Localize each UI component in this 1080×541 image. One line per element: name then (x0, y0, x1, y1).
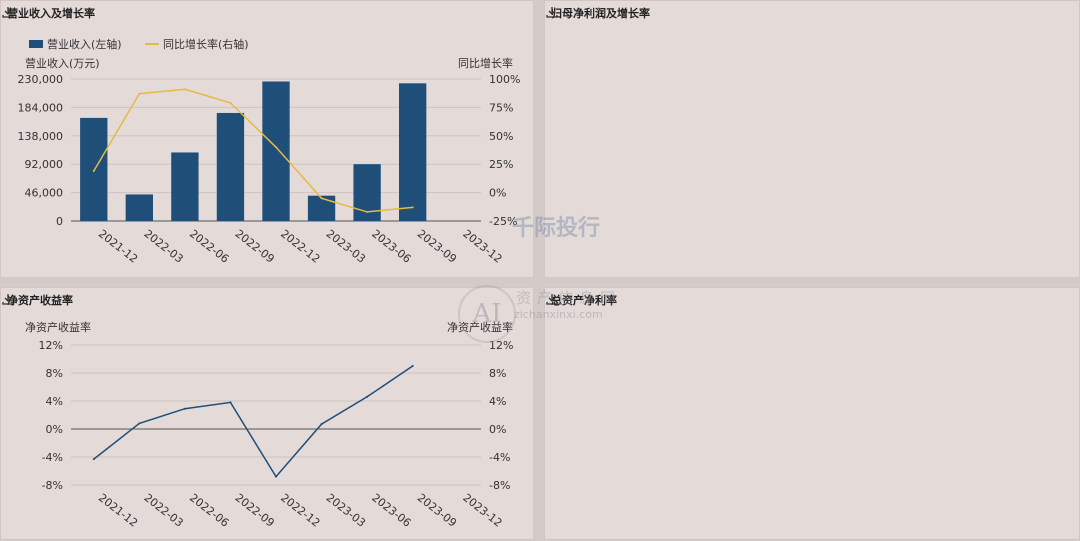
legend-swatch (29, 40, 43, 48)
bar (216, 112, 245, 221)
y-axis-label-left: 营业收入(万元) (25, 56, 100, 70)
line-point (92, 170, 95, 173)
panel-title: 归母净利润及增长率 (551, 7, 650, 20)
x-tick-label: 2023-12 (460, 491, 504, 530)
x-tick-label: 2022-06 (187, 491, 231, 530)
y-tick-left: 12% (39, 339, 63, 352)
bar (171, 152, 199, 221)
x-tick-label: 2022-06 (187, 227, 231, 266)
revenue-chart: 0 -25% 46,000 0% 92,000 25% 138,000 50% 184,000 7… (18, 37, 521, 266)
panel-title: 总资产净利率 (551, 294, 617, 307)
x-tick-label: 2022-12 (278, 491, 322, 530)
bar (262, 81, 290, 221)
roa-chart: -6%-6%-3%-3%0%0%3%3%6%6%9%9%总资产净利率总资产净利率… (545, 288, 1080, 541)
line-point (229, 101, 232, 104)
y-tick-right: -4% (489, 451, 510, 464)
y-tick-left: 4% (46, 395, 63, 408)
x-tick-label: 2023-09 (415, 227, 459, 266)
y-tick-left: 46,000 (25, 187, 64, 200)
series-line (93, 365, 414, 478)
x-tick-label: 2023-12 (460, 227, 504, 266)
y-tick-left: 230,000 (18, 73, 64, 86)
line-point (138, 92, 141, 95)
y-tick-right: 0% (489, 423, 506, 436)
series-line (93, 88, 413, 213)
bar (80, 117, 108, 221)
y-tick-right: 12% (489, 339, 513, 352)
line-point (275, 146, 277, 149)
y-tick-left: 0 (56, 215, 63, 228)
x-tick-label: 2023-09 (415, 491, 459, 530)
line-point (411, 365, 414, 367)
legend-label: 同比增长率(右轴) (163, 37, 249, 51)
y-tick-right: 75% (489, 101, 513, 114)
x-tick-label: 2022-03 (141, 491, 185, 530)
line-point (411, 206, 414, 209)
x-tick-label: 2021-12 (96, 491, 140, 530)
panel-net-profit: 归母净利润及增长率 -158,000-150%-79,0000%0150%79,… (544, 0, 1080, 278)
y-tick-right: 0% (489, 187, 506, 200)
panel-title: 净资产收益率 (7, 294, 73, 307)
x-tick-label: 2023-06 (369, 491, 413, 530)
y-axis-label-right: 净资产收益率 (447, 320, 513, 334)
download-icon[interactable] (545, 292, 559, 306)
y-tick-left: 8% (46, 367, 63, 380)
y-axis-label-left: 净资产收益率 (25, 320, 91, 334)
line-point (183, 407, 186, 410)
line-point (229, 401, 232, 404)
roe-chart: -8% -8% -4% -4% 0% 0% 4% 4% 8% 8% 12% 12% 净资产收益率 净资产收… (25, 320, 513, 530)
x-tick-label: 2022-12 (278, 227, 322, 266)
x-tick-label: 2022-09 (233, 491, 277, 530)
y-tick-right: -8% (489, 479, 510, 492)
y-axis-label-right: 同比增长率 (458, 56, 513, 70)
line-point (366, 395, 369, 398)
download-icon[interactable] (1, 5, 15, 19)
y-tick-left: -8% (42, 479, 63, 492)
y-tick-right: 4% (489, 395, 506, 408)
y-tick-right: 8% (489, 367, 506, 380)
y-tick-right: 50% (489, 130, 513, 143)
panel-title: 营业收入及增长率 (7, 7, 95, 20)
x-tick-label: 2023-03 (324, 491, 368, 530)
line-point (366, 210, 369, 213)
bar (125, 194, 153, 221)
line-point (183, 88, 186, 91)
bar (399, 83, 427, 221)
download-icon[interactable] (545, 5, 559, 19)
y-tick-left: 138,000 (18, 130, 64, 143)
x-tick-label: 2022-09 (233, 227, 277, 266)
line-point (320, 423, 323, 426)
line-point (92, 458, 95, 461)
panel-roe: 净资产收益率 -8% -8% -4% -4% 0% 0% 4% 4% 8% 8% 12% 12% 净资产… (0, 287, 534, 540)
panel-revenue: 营业收入及增长率 0 -25% 46,000 0% 92,000 25% 138,000 50… (0, 0, 534, 278)
y-tick-left: 184,000 (18, 101, 64, 114)
legend-label: 营业收入(左轴) (47, 37, 122, 51)
y-tick-right: 25% (489, 158, 513, 171)
x-tick-label: 2023-06 (369, 227, 413, 266)
bar (307, 195, 336, 221)
y-tick-left: 92,000 (25, 158, 64, 171)
x-tick-label: 2022-03 (141, 227, 185, 266)
x-tick-label: 2023-03 (324, 227, 368, 266)
x-tick-label: 2021-12 (96, 227, 140, 266)
net-profit-chart: -158,000-150%-79,0000%0150%79,000300%158… (545, 1, 1080, 279)
y-tick-right: -25% (489, 215, 517, 228)
y-tick-left: 0% (46, 423, 63, 436)
line-point (320, 197, 323, 200)
line-point (138, 422, 141, 425)
panel-roa: 总资产净利率 -6%-6%-3%-3%0%0%3%3%6%6%9%9%总资产净利… (544, 287, 1080, 540)
line-point (275, 475, 277, 478)
y-tick-right: 100% (489, 73, 520, 86)
y-tick-left: -4% (42, 451, 63, 464)
download-icon[interactable] (1, 292, 15, 306)
